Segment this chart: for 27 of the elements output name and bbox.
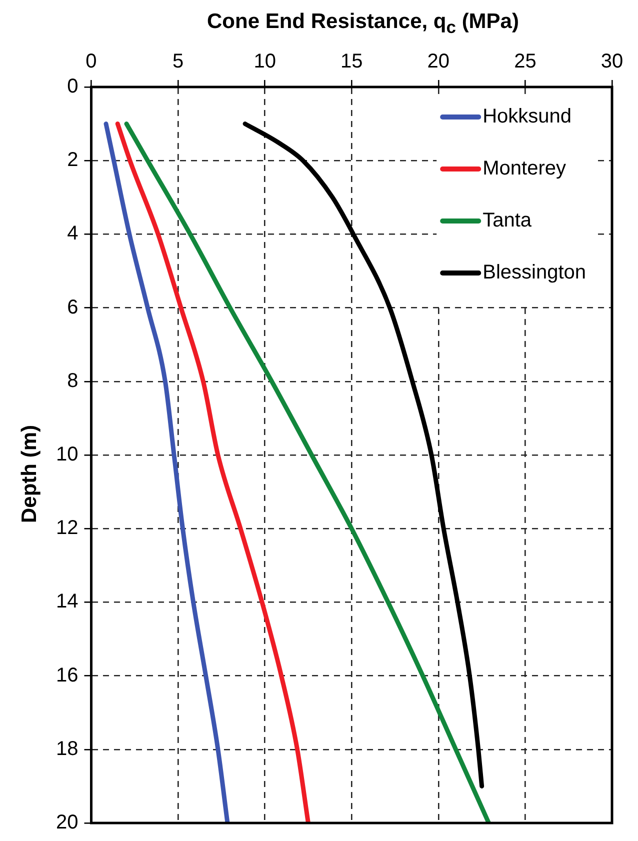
x-axis-title: Cone End Resistance, q$_{c}$ (MPa) <box>206 10 520 38</box>
line-series <box>115 122 310 823</box>
y-tick-label: 6 <box>67 296 78 318</box>
y-tick-label: 2 <box>67 149 78 172</box>
legend-label: Blessington <box>482 262 586 284</box>
x-tick-label: 5 <box>172 50 184 73</box>
x-tick-label: 25 <box>514 50 536 73</box>
line-series <box>104 122 230 823</box>
line-series <box>242 122 484 788</box>
y-tick-label: 4 <box>67 222 78 245</box>
y-tick-label: 12 <box>56 517 78 540</box>
y-tick-label: 16 <box>56 664 78 686</box>
y-tick-label: 0 <box>67 76 78 98</box>
x-tick-label: 15 <box>340 50 363 73</box>
y-tick-label: 18 <box>56 738 78 760</box>
legend-label: Hokksund <box>482 106 572 128</box>
legend-label: Monterey <box>482 158 566 180</box>
x-tick-label: 0 <box>86 50 97 73</box>
x-tick-label: 20 <box>427 50 450 73</box>
legend-label: Tanta <box>482 210 532 232</box>
y-tick-label: 10 <box>56 444 78 466</box>
x-tick-label: 10 <box>254 50 276 73</box>
y-tick-label: 20 <box>56 812 78 834</box>
y-axis-title: Depth (m) <box>18 425 42 523</box>
y-tick-label: 14 <box>56 590 78 613</box>
x-tick-label: 30 <box>600 50 624 73</box>
y-tick-label: 8 <box>67 370 78 392</box>
